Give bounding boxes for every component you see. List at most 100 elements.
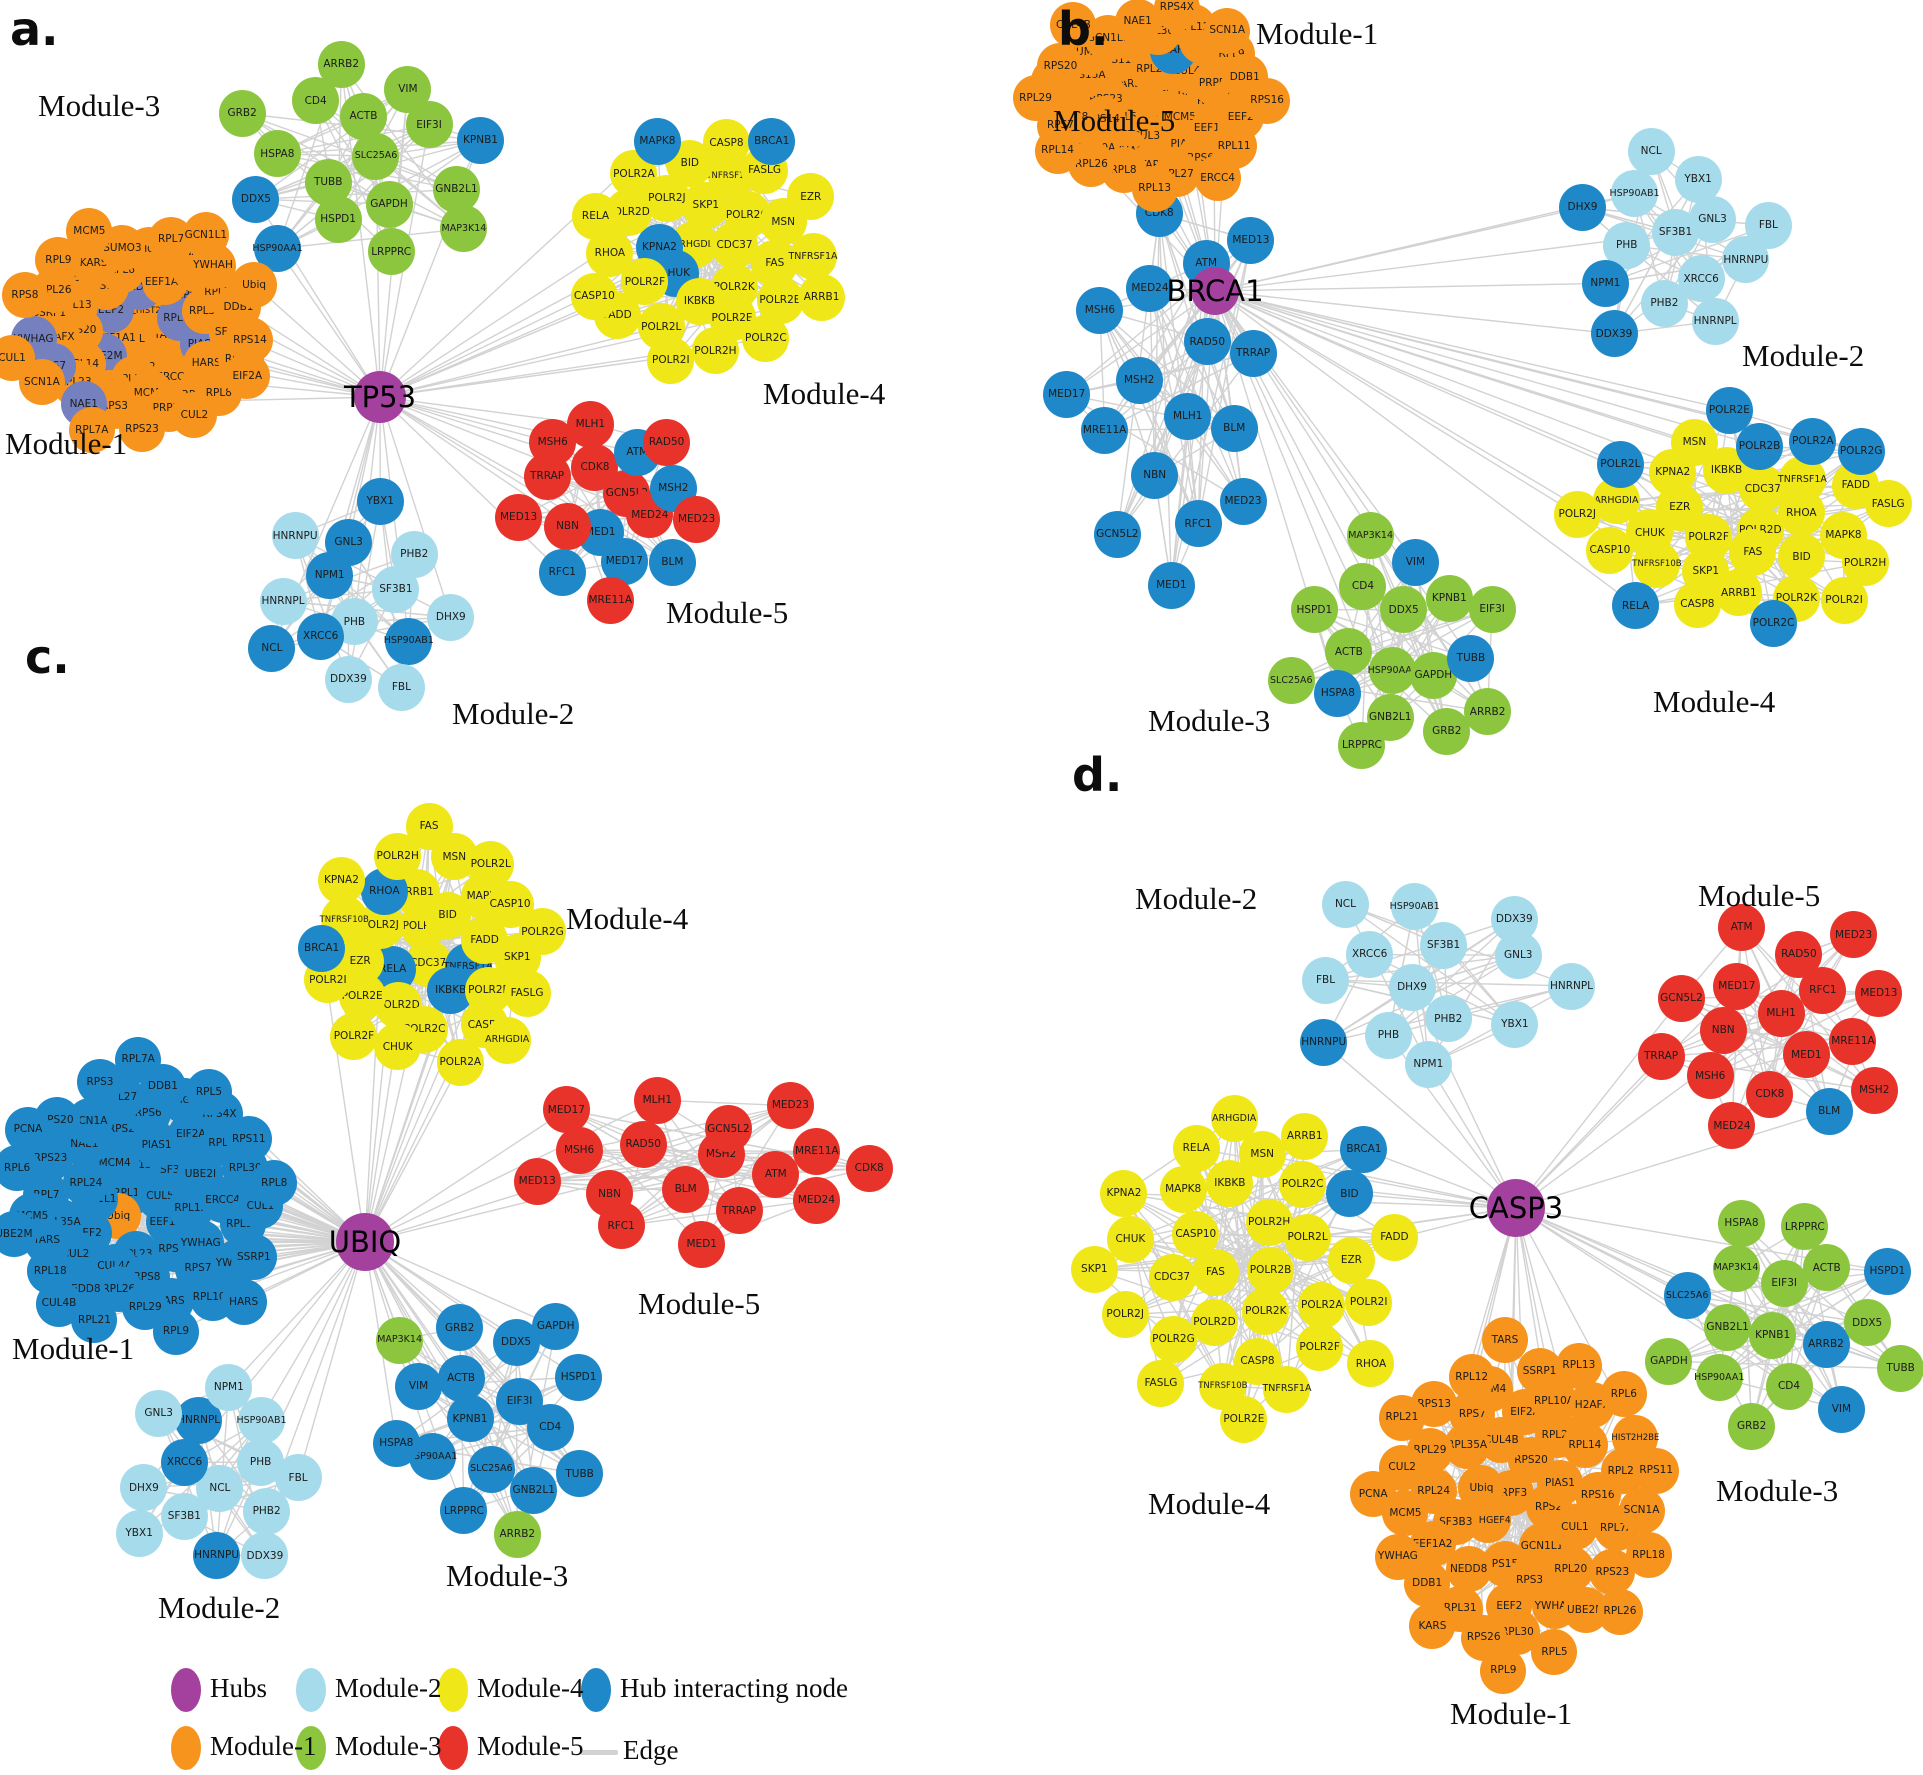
node-gnb2l1[interactable]: GNB2L1 [432,166,480,213]
node-rela[interactable]: RELA [1612,582,1660,630]
node-casp10[interactable]: CASP10 [570,272,618,320]
node-arhgdia[interactable]: ARHGDIA [483,1016,531,1064]
node-kpnb1[interactable]: KPNB1 [1425,575,1473,623]
node-grb2[interactable]: GRB2 [1423,708,1471,756]
node-sf3b1[interactable]: SF3B1 [160,1492,208,1540]
node-eif2a[interactable]: EIF2A [224,352,271,399]
node-mapk8[interactable]: MAPK8 [633,118,681,166]
node-faslg[interactable]: FASLG [1864,480,1912,528]
node-tnfrsf1a[interactable]: TNFRSF1A [789,232,838,280]
node-rpl7a[interactable]: RPL7A [68,407,115,454]
node-sf3b1[interactable]: SF3B1 [1420,922,1468,970]
node-polr2g[interactable]: POLR2G [1149,1316,1197,1364]
node-gcn1l1[interactable]: GCN1L1 [182,211,229,258]
node-dhx9[interactable]: DHX9 [427,593,475,641]
node-arrb1[interactable]: ARRB1 [798,274,846,322]
node-rps11[interactable]: RPS11 [225,1116,272,1163]
node-casp10[interactable]: CASP10 [1586,526,1634,574]
node-arrb2[interactable]: ARRB2 [493,1510,541,1558]
node-scn1a[interactable]: SCN1A [1204,7,1251,54]
node-cul2[interactable]: CUL2 [171,391,218,438]
node-xrcc6[interactable]: XRCC6 [1346,931,1394,979]
node-ybx1[interactable]: YBX1 [356,477,404,525]
node-fas[interactable]: FAS [405,802,453,850]
node-kpnb1[interactable]: KPNB1 [446,1395,494,1443]
node-med1[interactable]: MED1 [678,1220,726,1268]
node-xrcc6[interactable]: XRCC6 [161,1438,209,1486]
node-fadd[interactable]: FADD [1370,1213,1418,1261]
node-dhx9[interactable]: DHX9 [1558,184,1606,232]
node-med13[interactable]: MED13 [495,494,543,541]
node-hspd1[interactable]: HSPD1 [1290,586,1338,634]
node-polr2c[interactable]: POLR2C [1279,1160,1327,1208]
node-bid[interactable]: BID [1778,533,1826,581]
node-rpl5[interactable]: RPL5 [1531,1629,1578,1676]
node-nbn[interactable]: NBN [1131,452,1179,500]
node-fbl[interactable]: FBL [274,1454,322,1502]
node-rpl7a[interactable]: RPL7A [115,1036,162,1083]
node-trrap[interactable]: TRRAP [1229,329,1277,377]
node-nbn[interactable]: NBN [544,503,592,551]
node-ubiq[interactable]: Ubiq [231,261,278,308]
node-arrb2[interactable]: ARRB2 [1802,1320,1850,1368]
node-hspd1[interactable]: HSPD1 [1863,1247,1911,1295]
node-rps11[interactable]: RPS11 [1633,1447,1680,1494]
node-med24[interactable]: MED24 [1126,264,1174,312]
node-rad50[interactable]: RAD50 [1775,931,1823,979]
node-cul4b[interactable]: CUL4B [1050,2,1097,49]
node-gapdh[interactable]: GAPDH [365,180,413,228]
node-xrcc6[interactable]: XRCC6 [297,613,345,661]
node-slc25a6[interactable]: SLC25A6 [467,1445,515,1493]
node-med13[interactable]: MED13 [513,1158,561,1205]
node-dhx9[interactable]: DHX9 [120,1464,168,1512]
node-msh6[interactable]: MSH6 [555,1126,603,1174]
node-polr2b[interactable]: POLR2B [1736,422,1784,470]
node-hspa8[interactable]: HSPA8 [372,1419,420,1467]
node-trrap[interactable]: TRRAP [1637,1033,1685,1081]
node-med23[interactable]: MED23 [1219,477,1267,525]
node-msh6[interactable]: MSH6 [1076,286,1124,334]
node-arrb2[interactable]: ARRB2 [317,40,365,88]
node-ddx5[interactable]: DDX5 [1380,586,1428,634]
node-polr2i[interactable]: POLR2I [647,336,695,384]
node-rad50[interactable]: RAD50 [643,418,691,466]
node-gcn5l2[interactable]: GCN5L2 [1093,511,1141,558]
node-hsp90aa1[interactable]: HSP90AA1 [1368,646,1418,694]
node-polr2a[interactable]: POLR2A [1789,417,1837,465]
node-kpnb1[interactable]: KPNB1 [1749,1311,1797,1359]
node-phb2[interactable]: PHB2 [243,1487,291,1535]
node-tnfrsf1a[interactable]: TNFRSF1A [1262,1365,1311,1413]
node-ncl[interactable]: NCL [1627,127,1675,175]
node-ube2m[interactable]: UBE2M [0,1210,37,1257]
node-med17[interactable]: MED17 [600,537,648,585]
node-rpl12[interactable]: RPL12 [1448,1354,1495,1401]
node-tubb[interactable]: TUBB [556,1450,604,1498]
node-med17[interactable]: MED17 [542,1086,590,1134]
node-npm1[interactable]: NPM1 [1581,259,1629,307]
node-pcna[interactable]: PCNA [1350,1471,1397,1518]
node-ncl[interactable]: NCL [1321,881,1369,929]
node-mre11a[interactable]: MRE11A [793,1128,841,1176]
node-polr2c[interactable]: POLR2C [742,314,790,362]
node-ddx5[interactable]: DDX5 [492,1319,540,1367]
node-rpl13[interactable]: RPL13 [1555,1342,1602,1389]
node-gapdh[interactable]: GAPDH [532,1303,580,1351]
node-brca1[interactable]: BRCA1 [748,117,796,165]
node-phb2[interactable]: PHB2 [1424,995,1472,1043]
node-slc25a6[interactable]: SLC25A6 [1663,1272,1711,1319]
node-vim[interactable]: VIM [1391,538,1439,586]
node-med17[interactable]: MED17 [1713,962,1761,1010]
node-polr2i[interactable]: POLR2I [1820,576,1868,624]
node-slc25a6[interactable]: SLC25A6 [352,132,400,180]
node-med23[interactable]: MED23 [673,496,721,544]
node-hnrnpu[interactable]: HNRNPU [193,1531,241,1579]
node-hnrnpl[interactable]: HNRNPL [259,577,307,625]
node-atm[interactable]: ATM [1718,904,1766,952]
hub-ubiq[interactable]: UBIQ [329,1213,401,1271]
node-mre11a[interactable]: MRE11A [586,577,634,625]
node-hnrnpu[interactable]: HNRNPU [271,512,319,560]
node-casp10[interactable]: CASP10 [1172,1210,1220,1258]
node-vim[interactable]: VIM [1817,1385,1865,1433]
node-eif3i[interactable]: EIF3I [1760,1259,1808,1307]
node-xrcc6[interactable]: XRCC6 [1677,255,1725,303]
